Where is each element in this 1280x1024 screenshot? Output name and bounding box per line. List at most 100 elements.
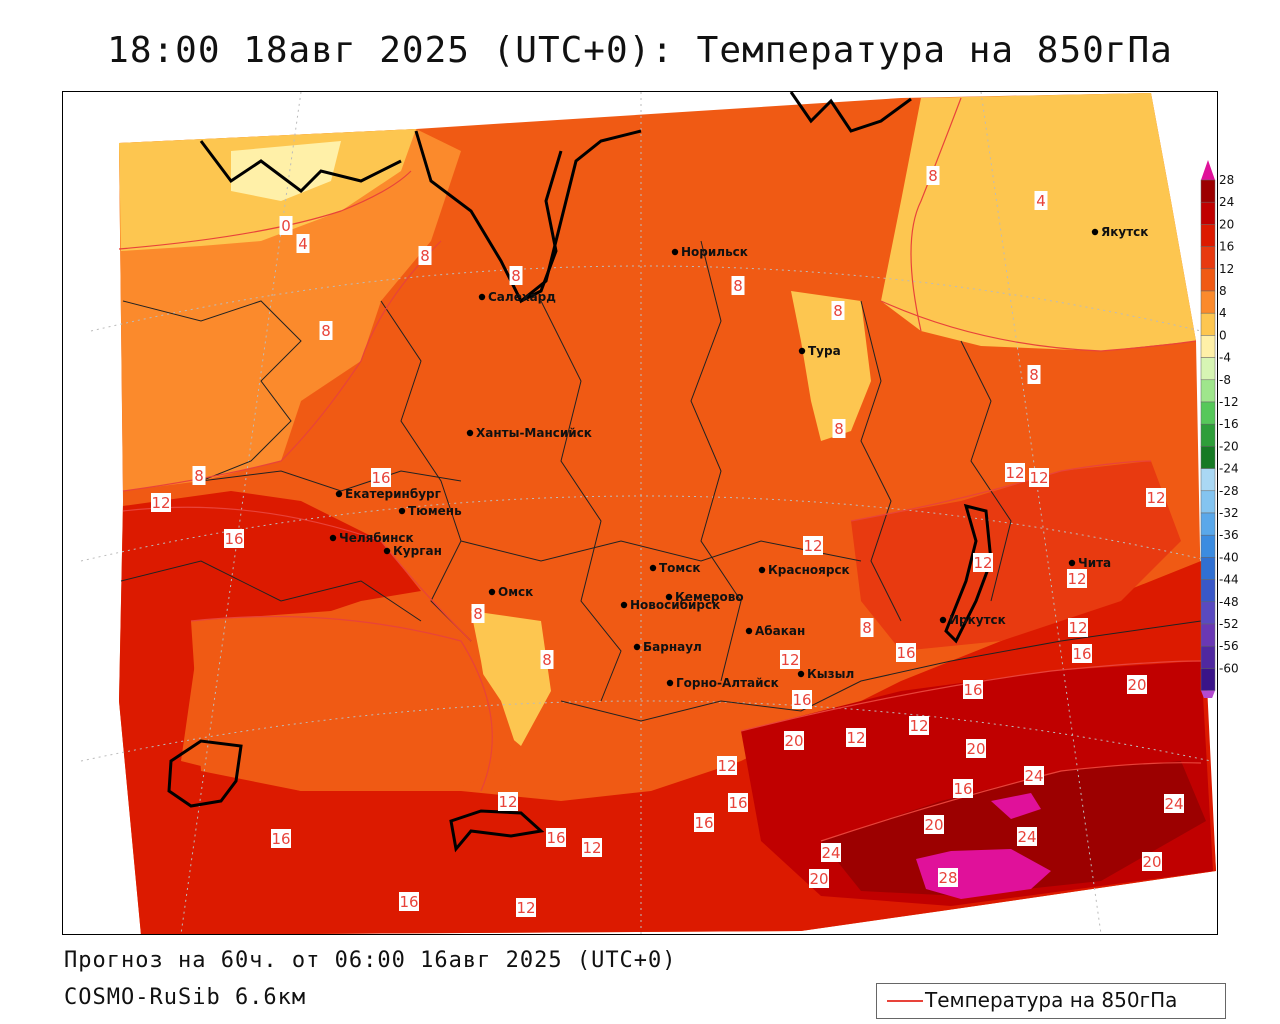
isotherm-label: 8 (418, 246, 432, 265)
isotherm-label: 16 (694, 813, 714, 832)
isotherm-label-text: 20 (1127, 676, 1146, 694)
scale-label: -48 (1219, 595, 1239, 609)
legend-line-label: Температура на 850гПа (925, 988, 1178, 1012)
city-marker (466, 429, 474, 437)
isotherm-label: 0 (279, 216, 293, 235)
isotherm-label-text: 24 (1024, 767, 1043, 785)
isotherms (118, 97, 1202, 842)
city-label: Горно-Алтайск (676, 676, 779, 690)
scale-label: 4 (1219, 306, 1227, 320)
isotherm-label: 8 (471, 604, 485, 623)
isotherm-label: 20 (784, 731, 804, 750)
city-label: Курган (393, 544, 442, 558)
isotherm-label: 12 (909, 716, 929, 735)
isotherm-label-text: 12 (582, 839, 601, 857)
isotherm-label: 20 (966, 739, 986, 758)
isotherm-label-text: 20 (1142, 853, 1161, 871)
isotherm-label-text: 12 (846, 729, 865, 747)
city-label: Барнаул (643, 640, 702, 654)
city-label: Салехард (488, 290, 556, 304)
isotherm-label-text: 8 (733, 277, 743, 295)
city-label: Тура (808, 344, 841, 358)
city-label: Иркутск (949, 613, 1006, 627)
isotherm-label: 16 (728, 793, 748, 812)
isotherm-label: 24 (1024, 766, 1044, 785)
isotherm-label-text: 16 (694, 814, 713, 832)
scale-swatch (1200, 490, 1216, 514)
isotherm-label-text: 12 (1146, 489, 1165, 507)
isotherm-label: 12 (973, 553, 993, 572)
field-0-4 (231, 141, 341, 201)
city-label: Новосибирск (630, 598, 720, 612)
city-label: Кемерово (675, 590, 744, 604)
scale-label: 20 (1219, 217, 1234, 231)
city-marker (745, 627, 753, 635)
scale-swatch (1200, 623, 1216, 647)
city-label: Омск (498, 585, 533, 599)
isotherm-label: 16 (399, 892, 419, 911)
isotherm-label-text: 8 (928, 167, 938, 185)
isotherm-label-text: 16 (224, 530, 243, 548)
isotherm-label: 16 (271, 829, 291, 848)
legend-line-swatch (887, 1000, 923, 1002)
color-scale-svg: 28 24 20 16 12 8 4 0 -4 -8 -12 -16 -20 -24 -28 -32 -36 -4… (1200, 160, 1239, 709)
scale-label: -32 (1219, 506, 1239, 520)
scale-label: 0 (1219, 328, 1227, 342)
city-marker (1068, 559, 1076, 567)
city-label: Чита (1078, 556, 1111, 570)
isotherm-label-text: 12 (717, 757, 736, 775)
scale-label: -36 (1219, 528, 1239, 542)
model-name: COSMO-RuSib 6.6км (64, 985, 307, 1010)
region-boundaries (120, 240, 1202, 722)
city-label: Тюмень (408, 504, 462, 518)
isotherm-label: 16 (792, 690, 812, 709)
scale-swatch (1200, 468, 1216, 492)
scale-swatch (1200, 357, 1216, 381)
isotherm-label-text: 8 (194, 467, 204, 485)
city-marker (797, 670, 805, 678)
isotherm-label-text: 16 (271, 830, 290, 848)
isotherm-label: 12 (1029, 468, 1049, 487)
isotherm-label: 4 (296, 234, 310, 253)
scale-swatch (1200, 668, 1216, 691)
isotherm-label: 16 (1072, 644, 1092, 663)
isotherm-label: 12 (780, 650, 800, 669)
isotherm-label-text: 12 (973, 554, 992, 572)
isotherm-label: 8 (832, 419, 846, 438)
city-marker (329, 534, 337, 542)
isotherm-label: 12 (1005, 463, 1025, 482)
field-east (851, 461, 1181, 651)
isotherm-label-text: 16 (1072, 645, 1091, 663)
scale-label: -56 (1219, 639, 1239, 653)
city-label: Норильск (681, 245, 748, 259)
scale-swatch (1200, 268, 1216, 292)
temperature-map[interactable]: 0 4 4 8 8 8 8 8 8 8 8 8 8 8 8 12 12 12 12 12 12 12 12 12 12 12 12 1… (62, 91, 1218, 935)
map-title: 18:00 18авг 2025 (UTC+0): Температура на… (107, 30, 1173, 71)
isotherm-label: 8 (860, 618, 874, 637)
scale-label: -44 (1219, 573, 1239, 587)
isotherm-label-text: 12 (780, 651, 799, 669)
isotherm-label-text: 8 (1029, 366, 1039, 384)
isotherm-label: 8 (731, 276, 745, 295)
city-marker (478, 293, 486, 301)
isotherm-label: 12 (151, 493, 171, 512)
scale-label: 16 (1219, 240, 1234, 254)
isotherm-label-text: 4 (298, 235, 308, 253)
isotherm-label: 12 (1146, 488, 1166, 507)
scale-swatch (1200, 201, 1216, 225)
isotherm-label: 8 (926, 166, 940, 185)
isotherm-label-text: 24 (821, 844, 840, 862)
isotherm-label-text: 16 (728, 794, 747, 812)
isotherm-label: 8 (509, 266, 523, 285)
field-tura (791, 291, 871, 441)
scale-swatch (1200, 512, 1216, 536)
scale-swatch (1200, 534, 1216, 558)
scale-label: -52 (1219, 617, 1239, 631)
scale-swatch (1200, 423, 1216, 447)
scale-label: 24 (1219, 195, 1234, 209)
city-marker (798, 347, 806, 355)
isotherm-label-text: 8 (542, 651, 552, 669)
isotherm-label: 16 (371, 468, 391, 487)
color-scale: 28 24 20 16 12 8 4 0 -4 -8 -12 -16 -20 -24 -28 -32 -36 -4… (1200, 158, 1280, 709)
